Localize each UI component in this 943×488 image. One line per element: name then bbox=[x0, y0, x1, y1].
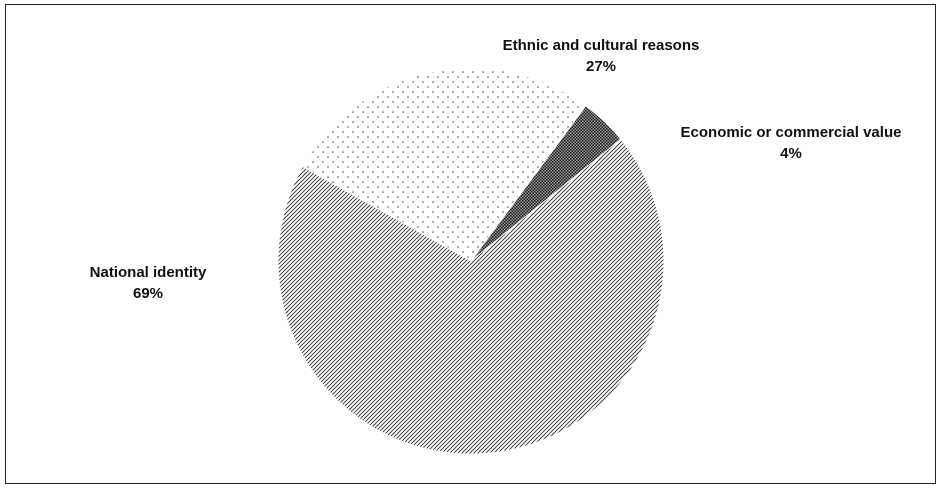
label-economic-commercial: Economic or commercial value 4% bbox=[646, 122, 936, 164]
pie-slices bbox=[277, 67, 665, 455]
label-national-identity-name: National identity bbox=[89, 264, 207, 281]
label-national-identity-value: 69% bbox=[132, 285, 164, 302]
pie-chart bbox=[277, 67, 665, 455]
pie-slice-ethnic-and-cultural-reasons bbox=[302, 67, 587, 262]
label-ethnic-cultural: Ethnic and cultural reasons 27% bbox=[486, 35, 716, 77]
chart-frame: National identity 69% Ethnic and cultura… bbox=[5, 4, 936, 484]
pie-slice-economic-or-commercial-value bbox=[470, 105, 622, 262]
label-national-identity: National identity 69% bbox=[58, 262, 238, 304]
pie-slice-national-identity bbox=[277, 138, 665, 455]
label-ethnic-cultural-value: 27% bbox=[585, 58, 617, 75]
label-economic-commercial-value: 4% bbox=[780, 145, 802, 162]
label-economic-commercial-name: Economic or commercial value bbox=[680, 124, 902, 141]
label-ethnic-cultural-name: Ethnic and cultural reasons bbox=[502, 37, 700, 54]
